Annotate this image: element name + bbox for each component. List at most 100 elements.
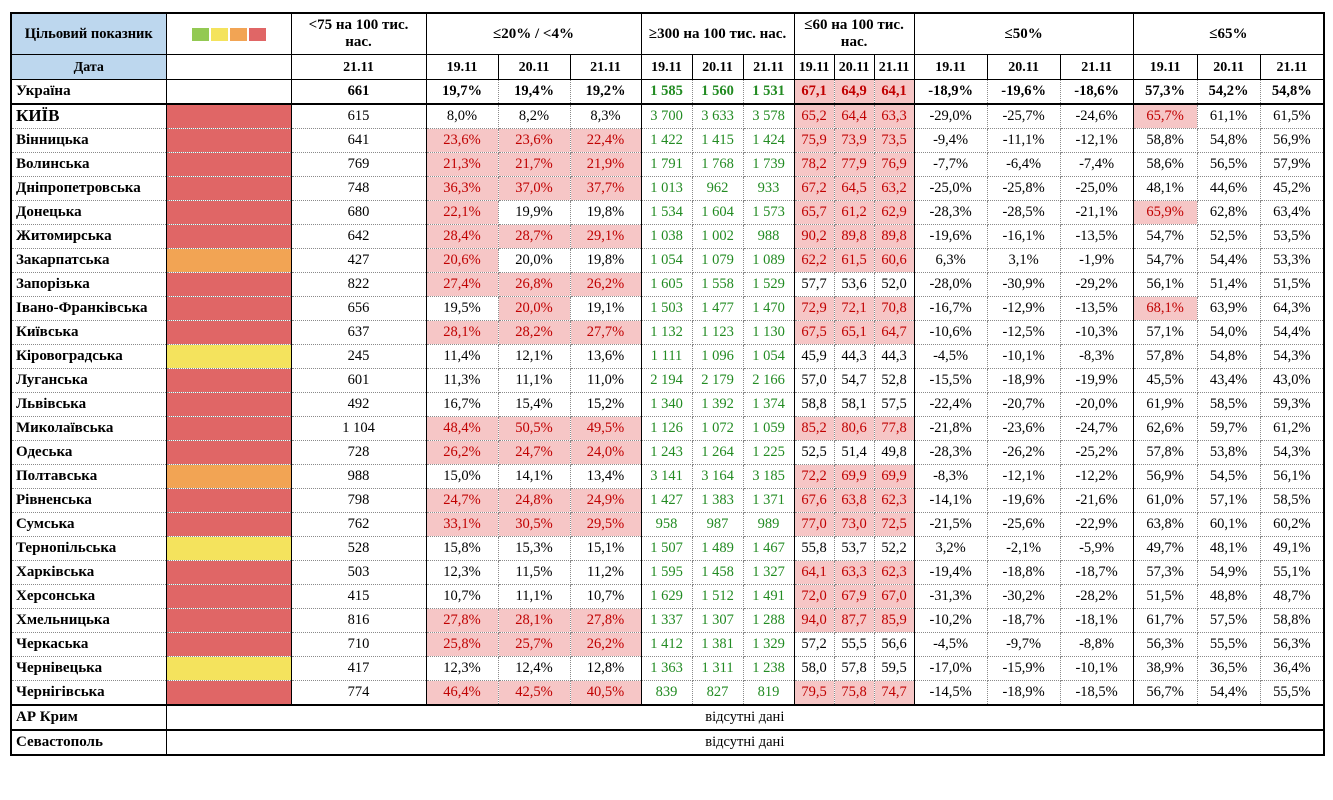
region-name-cell: Волинська bbox=[10, 152, 167, 177]
legend-spacer bbox=[165, 54, 292, 80]
value-cell: 10,7% bbox=[569, 584, 642, 609]
value-cell: 54,7 bbox=[833, 368, 875, 393]
legend-swatch bbox=[229, 27, 247, 41]
value-cell: 988 bbox=[290, 464, 427, 489]
status-color-cell bbox=[165, 103, 292, 129]
region-name-cell: Полтавська bbox=[10, 464, 167, 489]
value-cell: 61,2 bbox=[833, 200, 875, 225]
region-name-cell: Рівненська bbox=[10, 488, 167, 513]
value-cell: -14,1% bbox=[913, 488, 988, 513]
value-cell: 54,4% bbox=[1259, 320, 1325, 345]
value-cell: 59,5 bbox=[873, 656, 915, 681]
value-cell: 762 bbox=[290, 512, 427, 537]
value-cell: 26,2% bbox=[569, 272, 642, 297]
table-row: Кіровоградська 245 11,4% 12,1% 13,6% 1 111 1 0… bbox=[10, 344, 1325, 369]
value-cell: 1 470 bbox=[742, 296, 795, 321]
value-cell: 642 bbox=[290, 224, 427, 249]
region-name-cell: Івано-Франківська bbox=[10, 296, 167, 321]
value-cell: -8,3% bbox=[1059, 344, 1134, 369]
value-cell: 64,1 bbox=[793, 560, 835, 585]
status-color-cell bbox=[165, 536, 292, 561]
value-cell: 56,7% bbox=[1132, 680, 1198, 706]
value-cell: 21,9% bbox=[569, 152, 642, 177]
value-cell: 680 bbox=[290, 200, 427, 225]
value-cell: 80,6 bbox=[833, 416, 875, 441]
value-cell: 56,6 bbox=[873, 632, 915, 657]
table-body: Україна 661 19,7% 19,4% 19,2% 1 585 1 560 1 531… bbox=[10, 79, 1325, 756]
value-cell: 72,2 bbox=[793, 464, 835, 489]
value-cell: 3 633 bbox=[691, 103, 744, 129]
table-row: Черкаська 710 25,8% 25,7% 26,2% 1 412 1 381 1 3… bbox=[10, 632, 1325, 657]
table-row: Донецька 680 22,1% 19,9% 19,8% 1 534 1 604 1 57… bbox=[10, 200, 1325, 225]
value-cell: 12,4% bbox=[497, 656, 571, 681]
date-header: 21.11 bbox=[873, 54, 915, 80]
value-cell: 54,3% bbox=[1259, 440, 1325, 465]
value-cell: 1 337 bbox=[640, 608, 693, 633]
value-cell: 3 164 bbox=[691, 464, 744, 489]
value-cell: 3 578 bbox=[742, 103, 795, 129]
value-cell: 62,3 bbox=[873, 488, 915, 513]
table-row: Україна 661 19,7% 19,4% 19,2% 1 585 1 560 1 531… bbox=[10, 79, 1325, 105]
value-cell: 61,2% bbox=[1259, 416, 1325, 441]
value-cell: 72,9 bbox=[793, 296, 835, 321]
table-row: Одеська 728 26,2% 24,7% 24,0% 1 243 1 264 1 225… bbox=[10, 440, 1325, 465]
value-cell: 52,5% bbox=[1196, 224, 1261, 249]
value-cell: 1 491 bbox=[742, 584, 795, 609]
value-cell: 1 560 bbox=[691, 79, 744, 105]
value-cell: 44,3 bbox=[833, 344, 875, 369]
value-cell: 67,1 bbox=[793, 79, 835, 105]
region-name-cell: Донецька bbox=[10, 200, 167, 225]
value-cell: 65,9% bbox=[1132, 200, 1198, 225]
value-cell: 48,8% bbox=[1196, 584, 1261, 609]
region-name-cell: Львівська bbox=[10, 392, 167, 417]
value-cell: 1 329 bbox=[742, 632, 795, 657]
value-cell: 1 415 bbox=[691, 128, 744, 153]
status-color-cell bbox=[165, 584, 292, 609]
value-cell: 2 194 bbox=[640, 368, 693, 393]
value-cell: 16,7% bbox=[425, 392, 499, 417]
status-color-cell bbox=[165, 440, 292, 465]
date-header: 21.11 bbox=[742, 54, 795, 80]
status-color-cell bbox=[165, 392, 292, 417]
value-cell: 77,0 bbox=[793, 512, 835, 537]
value-cell: 45,5% bbox=[1132, 368, 1198, 393]
value-cell: -19,4% bbox=[913, 560, 988, 585]
table-row: Луганська 601 11,3% 11,1% 11,0% 2 194 2 179 2 1… bbox=[10, 368, 1325, 393]
value-cell: 8,2% bbox=[497, 103, 571, 129]
value-cell: 27,4% bbox=[425, 272, 499, 297]
value-cell: 58,6% bbox=[1132, 152, 1198, 177]
value-cell: 76,9 bbox=[873, 152, 915, 177]
value-cell: 58,8% bbox=[1132, 128, 1198, 153]
value-cell: 1 573 bbox=[742, 200, 795, 225]
value-cell: -15,9% bbox=[986, 656, 1061, 681]
value-cell: 22,4% bbox=[569, 128, 642, 153]
legend-swatch bbox=[248, 27, 266, 41]
status-color-cell bbox=[165, 368, 292, 393]
value-cell: 53,5% bbox=[1259, 224, 1325, 249]
value-cell: -25,6% bbox=[986, 512, 1061, 537]
value-cell: 1 467 bbox=[742, 536, 795, 561]
value-cell: 1 392 bbox=[691, 392, 744, 417]
value-cell: -12,9% bbox=[986, 296, 1061, 321]
value-cell: 59,3% bbox=[1259, 392, 1325, 417]
value-cell: 1 595 bbox=[640, 560, 693, 585]
value-cell: 1 534 bbox=[640, 200, 693, 225]
value-cell: 528 bbox=[290, 536, 427, 561]
status-color-cell bbox=[165, 176, 292, 201]
value-cell: 60,2% bbox=[1259, 512, 1325, 537]
report-page: Цільовий показник <75 на 100 тис. нас. ≤2… bbox=[10, 12, 1326, 756]
value-cell: 56,9% bbox=[1132, 464, 1198, 489]
region-name-cell: Одеська bbox=[10, 440, 167, 465]
value-cell: -10,2% bbox=[913, 608, 988, 633]
value-cell: 54,3% bbox=[1259, 344, 1325, 369]
value-cell: -18,9% bbox=[986, 680, 1061, 706]
value-cell: 3 141 bbox=[640, 464, 693, 489]
value-cell: -22,4% bbox=[913, 392, 988, 417]
value-cell: 1 507 bbox=[640, 536, 693, 561]
value-cell: 987 bbox=[691, 512, 744, 537]
value-cell: 1 327 bbox=[742, 560, 795, 585]
value-cell: -23,6% bbox=[986, 416, 1061, 441]
value-cell: 67,5 bbox=[793, 320, 835, 345]
value-cell: 21,7% bbox=[497, 152, 571, 177]
region-name-cell: Запорізька bbox=[10, 272, 167, 297]
